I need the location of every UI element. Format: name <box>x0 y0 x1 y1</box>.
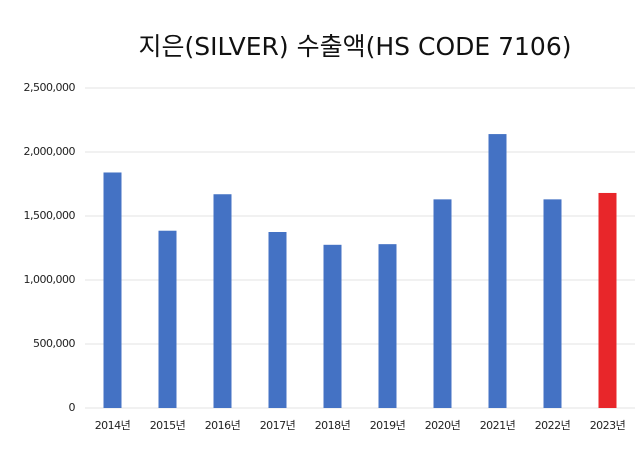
bar <box>213 194 232 408</box>
x-tick-label: 2021년 <box>480 419 516 432</box>
x-tick-label: 2016년 <box>205 419 241 432</box>
y-tick-label: 1,500,000 <box>24 209 76 222</box>
x-tick-label: 2020년 <box>425 419 461 432</box>
x-tick-label: 2017년 <box>260 419 296 432</box>
bar <box>103 172 122 408</box>
bar <box>543 199 562 408</box>
bar <box>488 134 507 408</box>
x-tick-label: 2019년 <box>370 419 406 432</box>
x-tick-label: 2014년 <box>95 419 131 432</box>
bar <box>378 244 397 408</box>
y-tick-label: 2,500,000 <box>24 81 76 94</box>
bar <box>598 192 617 408</box>
bar <box>323 244 342 408</box>
x-tick-label: 2015년 <box>150 419 186 432</box>
bar <box>268 232 287 408</box>
bar <box>158 230 177 408</box>
x-tick-label: 2018년 <box>315 419 351 432</box>
y-tick-label: 1,000,000 <box>24 273 76 286</box>
x-tick-label: 2022년 <box>535 419 571 432</box>
y-tick-label: 2,000,000 <box>24 145 76 158</box>
y-tick-label: 500,000 <box>33 337 75 350</box>
y-tick-label: 0 <box>69 401 76 414</box>
chart-title: 지은(SILVER) 수출액(HS CODE 7106) <box>138 32 571 61</box>
bar <box>433 199 452 408</box>
x-tick-label: 2023년 <box>590 419 626 432</box>
